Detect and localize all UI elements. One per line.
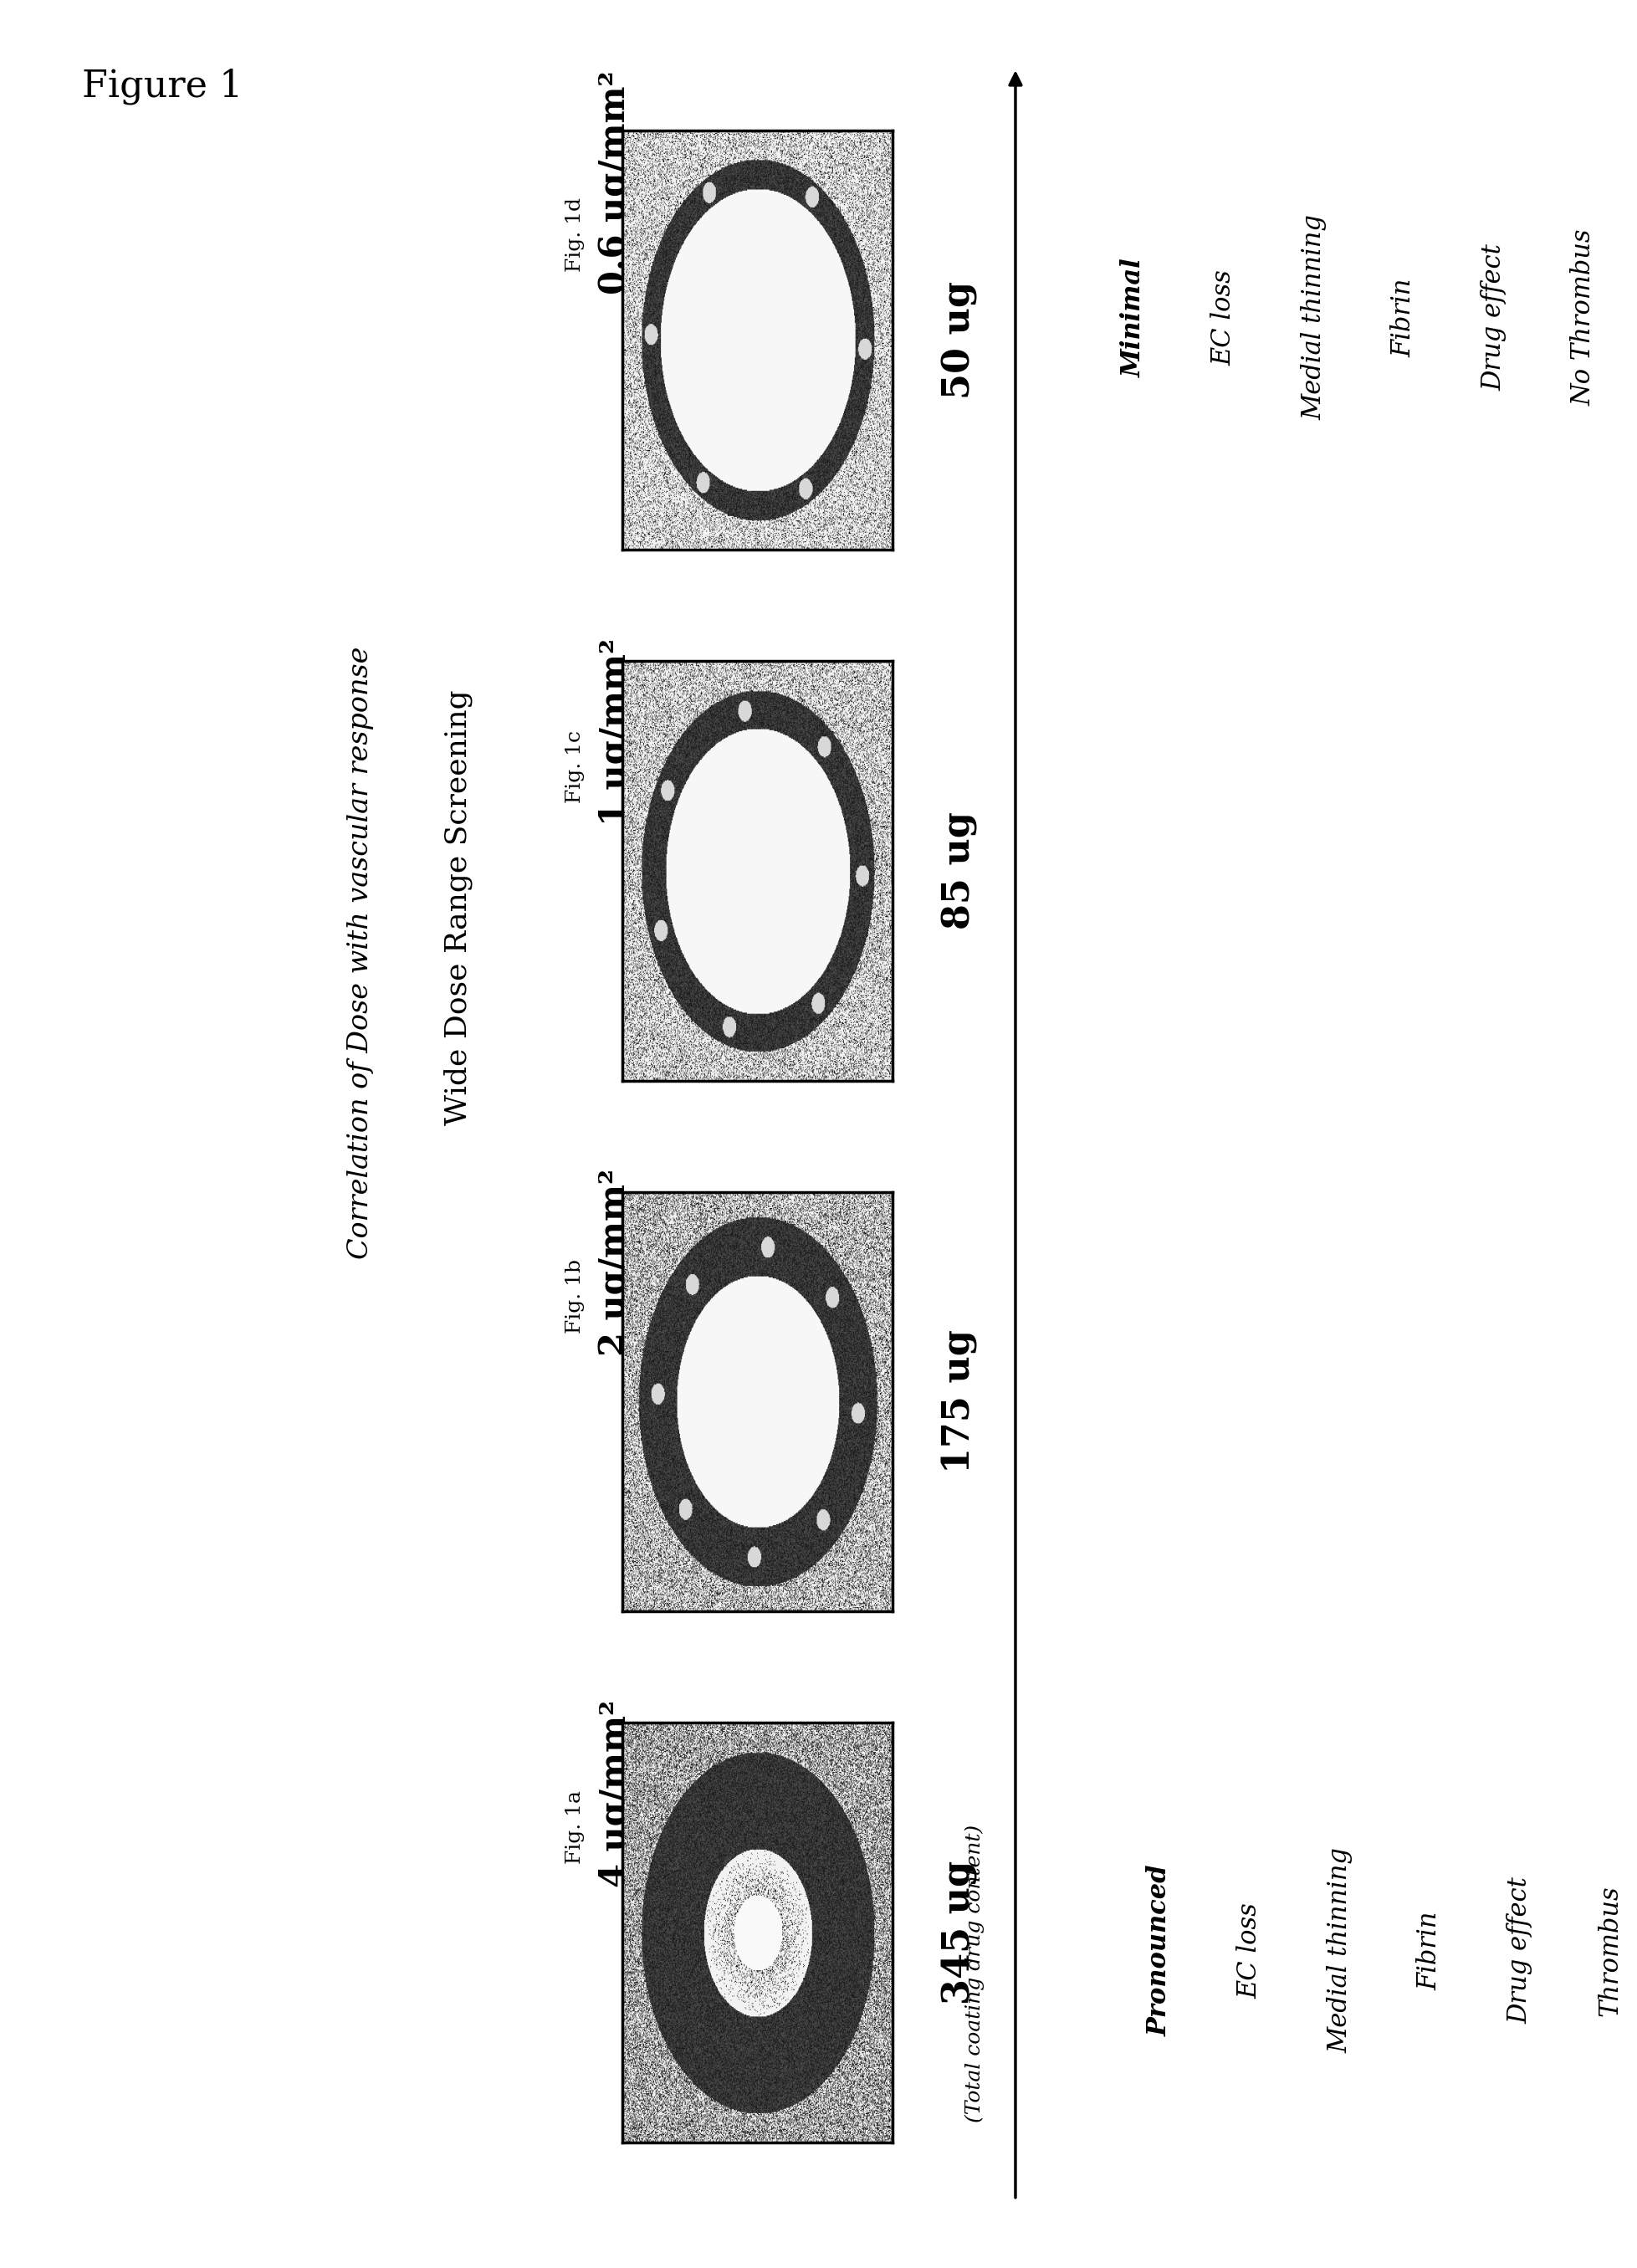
Text: Fig. 1d: Fig. 1d	[565, 197, 584, 272]
Text: 0.6 ug/mm²: 0.6 ug/mm²	[598, 70, 632, 295]
Text: EC loss: EC loss	[1210, 270, 1236, 365]
Text: 1 ug/mm²: 1 ug/mm²	[598, 637, 632, 826]
Text: Fibrin: Fibrin	[1390, 279, 1416, 356]
Text: Figure 1: Figure 1	[82, 68, 242, 104]
Text: Thrombus: Thrombus	[1596, 1885, 1622, 2016]
Text: (Total coating drug content): (Total coating drug content)	[964, 1823, 984, 2123]
Text: Fig. 1c: Fig. 1c	[565, 730, 584, 803]
Text: Pronounced: Pronounced	[1146, 1864, 1172, 2037]
Text: Drug effect: Drug effect	[1506, 1878, 1532, 2023]
Text: 50 ug: 50 ug	[941, 281, 977, 399]
Text: Medial thinning: Medial thinning	[1326, 1848, 1352, 2053]
Text: 85 ug: 85 ug	[941, 812, 977, 930]
Text: Fibrin: Fibrin	[1416, 1912, 1442, 1989]
Text: 2 ug/mm²: 2 ug/mm²	[598, 1168, 632, 1356]
Text: Minimal: Minimal	[1120, 259, 1146, 376]
Text: Fig. 1b: Fig. 1b	[565, 1259, 584, 1334]
Text: Drug effect: Drug effect	[1480, 245, 1506, 390]
Text: No Thrombus: No Thrombus	[1570, 229, 1596, 406]
Text: 4 ug/mm²: 4 ug/mm²	[598, 1699, 632, 1887]
Text: Wide Dose Range Screening: Wide Dose Range Screening	[444, 689, 473, 1125]
Text: Medial thinning: Medial thinning	[1300, 215, 1326, 420]
Text: 175 ug: 175 ug	[941, 1329, 977, 1474]
Text: EC loss: EC loss	[1236, 1903, 1262, 1998]
Text: Fig. 1a: Fig. 1a	[565, 1792, 584, 1864]
Text: 345 ug: 345 ug	[941, 1860, 977, 2005]
Text: Correlation of Dose with vascular response: Correlation of Dose with vascular respon…	[347, 646, 373, 1259]
